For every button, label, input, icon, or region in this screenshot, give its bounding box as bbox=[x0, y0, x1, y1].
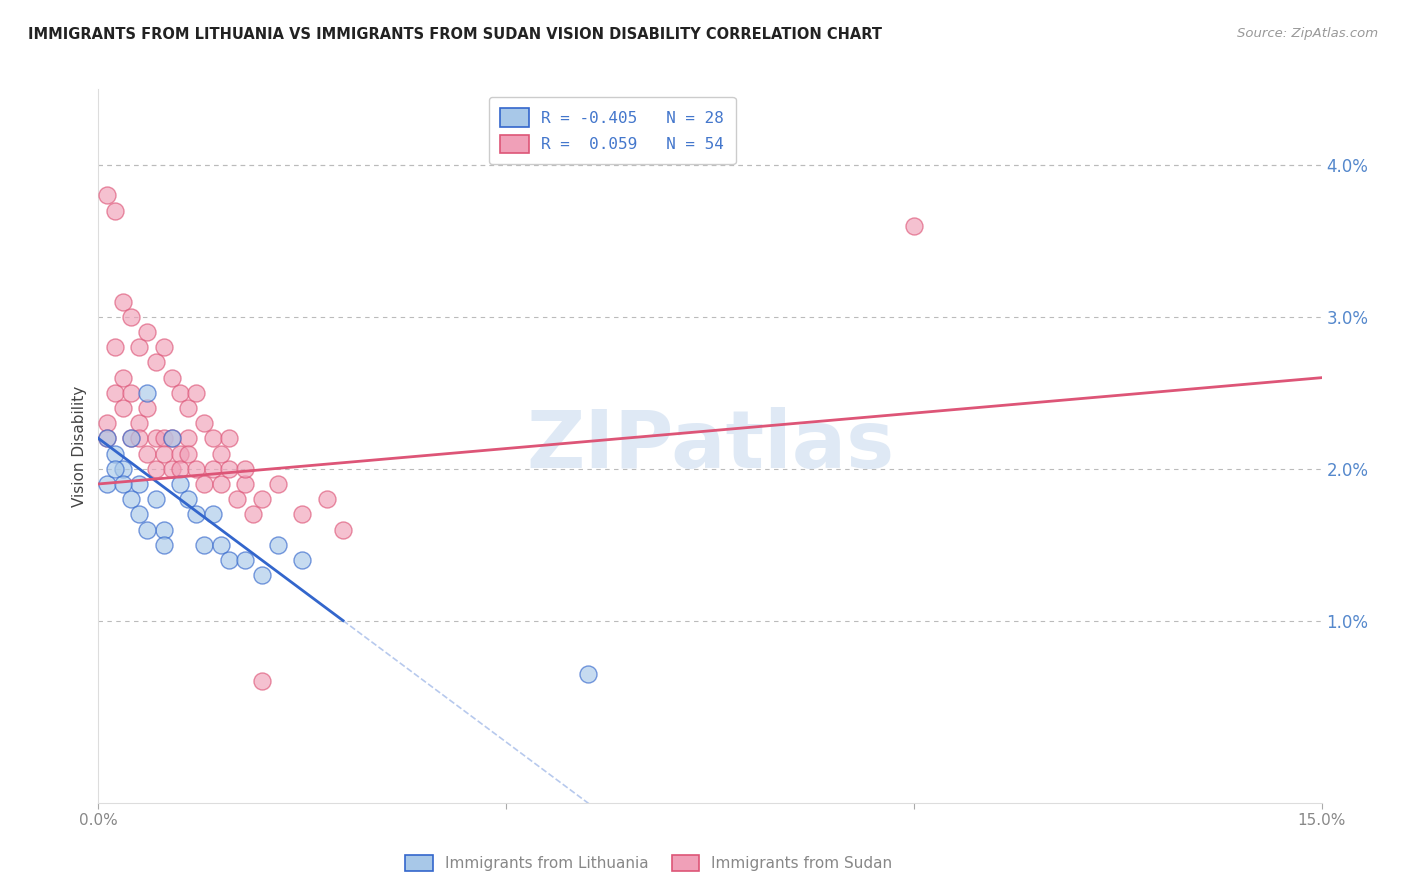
Point bbox=[136, 401, 159, 415]
Point bbox=[193, 538, 215, 552]
Point bbox=[104, 203, 127, 218]
Point bbox=[209, 477, 232, 491]
Point bbox=[226, 492, 249, 507]
Point bbox=[96, 477, 118, 491]
Point bbox=[193, 477, 215, 491]
Point bbox=[111, 477, 134, 491]
Point bbox=[128, 431, 150, 445]
Point bbox=[152, 538, 174, 552]
Point bbox=[169, 447, 191, 461]
Point bbox=[177, 447, 200, 461]
Point bbox=[145, 355, 167, 369]
Point bbox=[96, 431, 118, 445]
Point bbox=[160, 370, 183, 384]
Point bbox=[152, 340, 174, 354]
Point bbox=[169, 385, 191, 400]
Point bbox=[186, 462, 208, 476]
Y-axis label: Vision Disability: Vision Disability bbox=[72, 385, 87, 507]
Point bbox=[136, 523, 159, 537]
Point bbox=[218, 431, 240, 445]
Point bbox=[104, 447, 127, 461]
Point bbox=[96, 431, 118, 445]
Point bbox=[145, 462, 167, 476]
Point bbox=[111, 462, 134, 476]
Point bbox=[136, 325, 159, 339]
Point bbox=[576, 666, 599, 681]
Text: Source: ZipAtlas.com: Source: ZipAtlas.com bbox=[1237, 27, 1378, 40]
Point bbox=[209, 538, 232, 552]
Point bbox=[291, 553, 314, 567]
Point bbox=[104, 385, 127, 400]
Point bbox=[96, 188, 118, 202]
Point bbox=[233, 553, 256, 567]
Point bbox=[177, 492, 200, 507]
Point bbox=[209, 447, 232, 461]
Point bbox=[177, 431, 200, 445]
Point bbox=[233, 462, 256, 476]
Point bbox=[111, 370, 134, 384]
Point bbox=[169, 477, 191, 491]
Point bbox=[152, 447, 174, 461]
Point bbox=[332, 523, 354, 537]
Point bbox=[145, 492, 167, 507]
Point bbox=[111, 401, 134, 415]
Point bbox=[193, 416, 215, 430]
Point bbox=[128, 416, 150, 430]
Point bbox=[104, 462, 127, 476]
Point bbox=[177, 401, 200, 415]
Point bbox=[145, 431, 167, 445]
Point bbox=[152, 523, 174, 537]
Point bbox=[136, 385, 159, 400]
Point bbox=[160, 462, 183, 476]
Point bbox=[152, 431, 174, 445]
Point bbox=[267, 538, 290, 552]
Point bbox=[250, 568, 273, 582]
Point bbox=[128, 477, 150, 491]
Point bbox=[291, 508, 314, 522]
Point bbox=[250, 674, 273, 689]
Text: IMMIGRANTS FROM LITHUANIA VS IMMIGRANTS FROM SUDAN VISION DISABILITY CORRELATION: IMMIGRANTS FROM LITHUANIA VS IMMIGRANTS … bbox=[28, 27, 882, 42]
Point bbox=[218, 462, 240, 476]
Point bbox=[186, 508, 208, 522]
Point bbox=[201, 431, 224, 445]
Point bbox=[267, 477, 290, 491]
Point bbox=[169, 462, 191, 476]
Point bbox=[120, 431, 142, 445]
Point bbox=[242, 508, 264, 522]
Point bbox=[218, 553, 240, 567]
Point bbox=[128, 340, 150, 354]
Point bbox=[128, 508, 150, 522]
Point bbox=[201, 508, 224, 522]
Point bbox=[160, 431, 183, 445]
Point bbox=[120, 492, 142, 507]
Point bbox=[96, 416, 118, 430]
Text: ZIPatlas: ZIPatlas bbox=[526, 407, 894, 485]
Point bbox=[160, 431, 183, 445]
Point bbox=[903, 219, 925, 233]
Legend: Immigrants from Lithuania, Immigrants from Sudan: Immigrants from Lithuania, Immigrants fr… bbox=[399, 849, 898, 877]
Point bbox=[136, 447, 159, 461]
Point bbox=[201, 462, 224, 476]
Point bbox=[120, 431, 142, 445]
Point bbox=[104, 340, 127, 354]
Point bbox=[233, 477, 256, 491]
Point bbox=[315, 492, 337, 507]
Point bbox=[186, 385, 208, 400]
Point bbox=[250, 492, 273, 507]
Point bbox=[120, 385, 142, 400]
Point bbox=[111, 294, 134, 309]
Point bbox=[120, 310, 142, 324]
